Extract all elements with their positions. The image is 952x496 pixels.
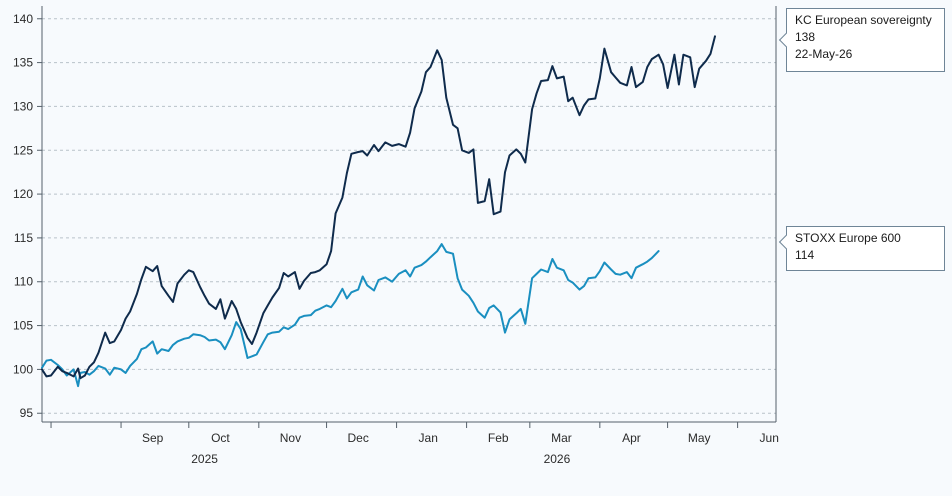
x-tick-label: Jan [419, 431, 438, 445]
y-tick-label: 115 [14, 231, 33, 245]
x-year-label: 2026 [544, 452, 571, 466]
y-tick-label: 105 [13, 319, 33, 333]
tooltip-value: 114 [795, 248, 815, 262]
x-tick-label: May [688, 431, 711, 445]
x-tick-label: Apr [622, 431, 641, 445]
y-tick-label: 95 [20, 406, 34, 420]
gridlines [42, 18, 776, 414]
y-tick-label: 125 [13, 143, 33, 157]
tooltip-stoxx-europe-600: STOXX Europe 600 114 [786, 226, 945, 271]
x-tick-label: Dec [348, 431, 369, 445]
x-tick-label: Jun [760, 431, 779, 445]
y-tick-label: 110 [14, 275, 33, 289]
axes: 95 100 105 110 115 120 125 130 135 140 Sep Oct Nov De… [13, 6, 779, 466]
tooltip-series-name: STOXX Europe 600 [795, 231, 901, 245]
y-tick-label: 120 [13, 187, 33, 201]
series-line-kc-european-sovereignty[interactable] [41, 35, 716, 380]
y-tick-label: 140 [13, 12, 33, 26]
y-tick-label: 135 [13, 56, 33, 70]
x-tick-label: Nov [280, 431, 301, 445]
x-tick-label: Mar [551, 431, 572, 445]
y-tick-label: 100 [13, 362, 33, 376]
x-tick-label: Oct [211, 431, 230, 445]
tooltip-series-name: KC European sovereignty [795, 13, 932, 27]
x-tick-label: Sep [142, 431, 164, 445]
tooltip-kc-european-sovereignty: KC European sovereignty 138 22-May-26 [786, 8, 945, 72]
x-year-label: 2025 [191, 452, 218, 466]
y-tick-label: 130 [13, 99, 33, 113]
series-line-stoxx-europe-600[interactable] [41, 243, 660, 388]
tooltip-value: 138 [795, 30, 816, 44]
tooltip-date: 22-May-26 [795, 47, 853, 61]
x-tick-label: Feb [488, 431, 509, 445]
series-lines [41, 35, 716, 388]
